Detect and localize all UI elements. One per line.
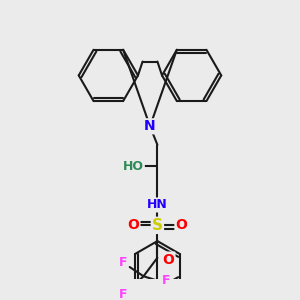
- Text: F: F: [119, 288, 128, 300]
- Text: O: O: [128, 218, 139, 232]
- Text: HN: HN: [147, 199, 168, 212]
- Text: F: F: [161, 274, 170, 287]
- Text: F: F: [119, 256, 128, 269]
- Text: N: N: [144, 119, 156, 133]
- Text: S: S: [152, 218, 163, 233]
- Text: HO: HO: [123, 160, 144, 172]
- Text: O: O: [176, 218, 188, 232]
- Text: O: O: [163, 253, 174, 267]
